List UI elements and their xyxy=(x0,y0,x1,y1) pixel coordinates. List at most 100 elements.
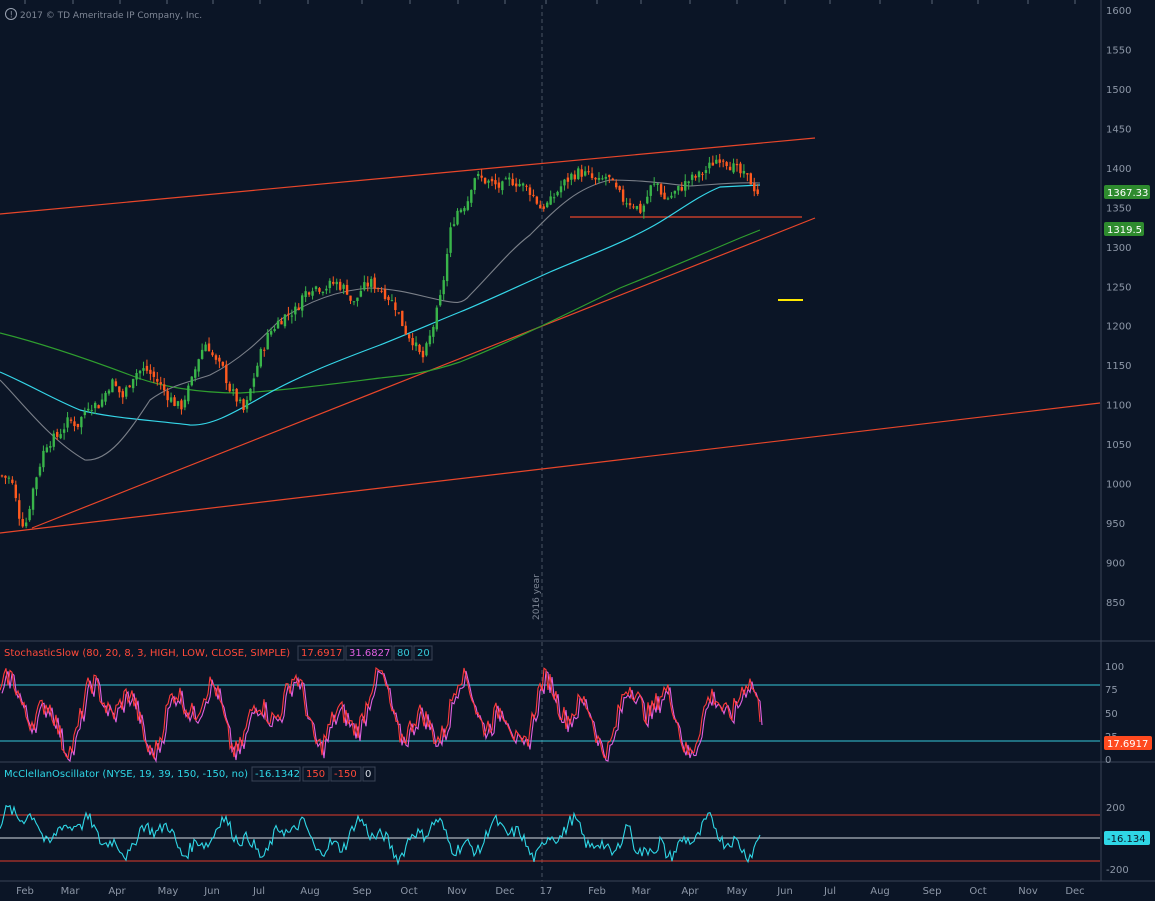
candle-body xyxy=(480,175,483,178)
time-axis-label: Dec xyxy=(495,886,514,897)
candle-body xyxy=(76,423,80,427)
candle-body xyxy=(200,349,204,359)
candle-body xyxy=(35,477,38,490)
stochastic-d-line xyxy=(1,669,763,764)
price-axis-label: 1200 xyxy=(1106,322,1131,333)
candle-body xyxy=(473,178,476,190)
svg-text:-200: -200 xyxy=(1106,865,1129,876)
time-axis-label: Sep xyxy=(353,886,372,897)
candle-body xyxy=(597,177,601,180)
price-axis-label: 1400 xyxy=(1106,164,1131,175)
candle-body xyxy=(252,378,256,387)
mcclellan-scale: 200 -200 xyxy=(1106,803,1129,876)
candle-body xyxy=(4,475,7,478)
candle-body xyxy=(732,163,735,173)
price-candles xyxy=(0,153,759,529)
candle-body xyxy=(583,171,587,176)
time-axis-label: Oct xyxy=(969,886,986,897)
candle-body xyxy=(294,306,297,315)
candle-body xyxy=(28,508,31,521)
candle-body xyxy=(401,310,404,327)
candle-body xyxy=(394,302,397,311)
time-axis-label: Jul xyxy=(252,886,265,897)
candle-body xyxy=(435,307,438,330)
info-icon[interactable] xyxy=(5,8,17,20)
candle-body xyxy=(276,320,280,329)
price-axis-label: 850 xyxy=(1106,598,1125,609)
candle-body xyxy=(411,338,414,346)
candle-body xyxy=(690,174,694,180)
candle-body xyxy=(687,181,690,184)
price-axis-label: 1450 xyxy=(1106,124,1131,135)
candle-body xyxy=(42,450,45,468)
candle-body xyxy=(66,417,69,428)
candle-body xyxy=(425,343,428,356)
candle-body xyxy=(659,184,663,195)
price-axis-label: 1000 xyxy=(1106,480,1131,491)
candle-body xyxy=(114,381,118,386)
candle-body xyxy=(363,282,366,290)
time-axis-label: Apr xyxy=(681,886,699,897)
time-axis-label: Sep xyxy=(923,886,942,897)
candle-body xyxy=(490,178,494,182)
candle-body xyxy=(590,173,594,178)
mcclellan-title-text: McClellanOscillator (NYSE, 19, 39, 150, … xyxy=(4,769,248,780)
time-axis-label: Feb xyxy=(588,886,606,897)
candle-body xyxy=(625,203,628,205)
candle-body xyxy=(242,399,245,410)
svg-text:1319.5: 1319.5 xyxy=(1107,225,1142,236)
candle-body xyxy=(546,202,549,208)
candle-body xyxy=(452,224,456,226)
candle-body xyxy=(559,186,563,193)
candle-body xyxy=(111,379,114,393)
candle-body xyxy=(663,192,666,200)
candle-body xyxy=(552,197,556,199)
time-axis-label: Dec xyxy=(1065,886,1084,897)
candle-body xyxy=(563,179,566,186)
time-axis-label: Jun xyxy=(776,886,793,897)
candle-body xyxy=(38,466,42,476)
candle-body xyxy=(207,343,211,352)
sma-slow-line xyxy=(0,229,761,394)
candle-body xyxy=(649,185,652,196)
candle-body xyxy=(231,389,235,391)
price-axis-label: 950 xyxy=(1106,519,1125,530)
candle-body xyxy=(145,365,149,371)
candle-body xyxy=(24,522,28,527)
sma-fast-line xyxy=(0,179,761,461)
candle-body xyxy=(162,384,166,391)
candle-body xyxy=(684,181,687,191)
candle-body xyxy=(621,189,625,202)
mcclellan-lower: -150 xyxy=(334,769,357,780)
time-axis-label: Jul xyxy=(823,886,836,897)
candle-body xyxy=(314,286,318,290)
candle-body xyxy=(528,187,532,195)
candle-body xyxy=(397,312,401,314)
candle-body xyxy=(608,174,611,178)
lower-channel-line xyxy=(0,402,1101,534)
candle-body xyxy=(321,291,325,293)
candle-body xyxy=(514,183,518,187)
candle-body xyxy=(449,227,452,253)
candle-body xyxy=(356,297,359,302)
candle-body xyxy=(107,390,111,394)
svg-text:50: 50 xyxy=(1105,709,1118,720)
candle-body xyxy=(352,301,356,303)
candle-body xyxy=(104,392,107,402)
time-axis-label: May xyxy=(158,886,179,897)
mcclellan-value: -16.1342 xyxy=(255,769,300,780)
candle-body xyxy=(418,344,421,353)
candle-body xyxy=(476,173,480,177)
price-axis-label: 1600 xyxy=(1106,6,1131,17)
candle-body xyxy=(542,206,545,209)
time-axis-label: Nov xyxy=(447,886,467,897)
stochastic-k-value: 17.6917 xyxy=(301,648,342,659)
candle-body xyxy=(80,416,83,428)
candle-body xyxy=(187,385,190,402)
price-axis: 1600 1550 1500 1450 1400 1350 1300 1250 1200 1150… xyxy=(1106,6,1131,609)
candle-body xyxy=(380,290,383,292)
candle-body xyxy=(615,182,618,188)
candle-body xyxy=(228,383,231,392)
candle-body xyxy=(211,352,214,356)
sma-mid-line xyxy=(0,184,761,426)
